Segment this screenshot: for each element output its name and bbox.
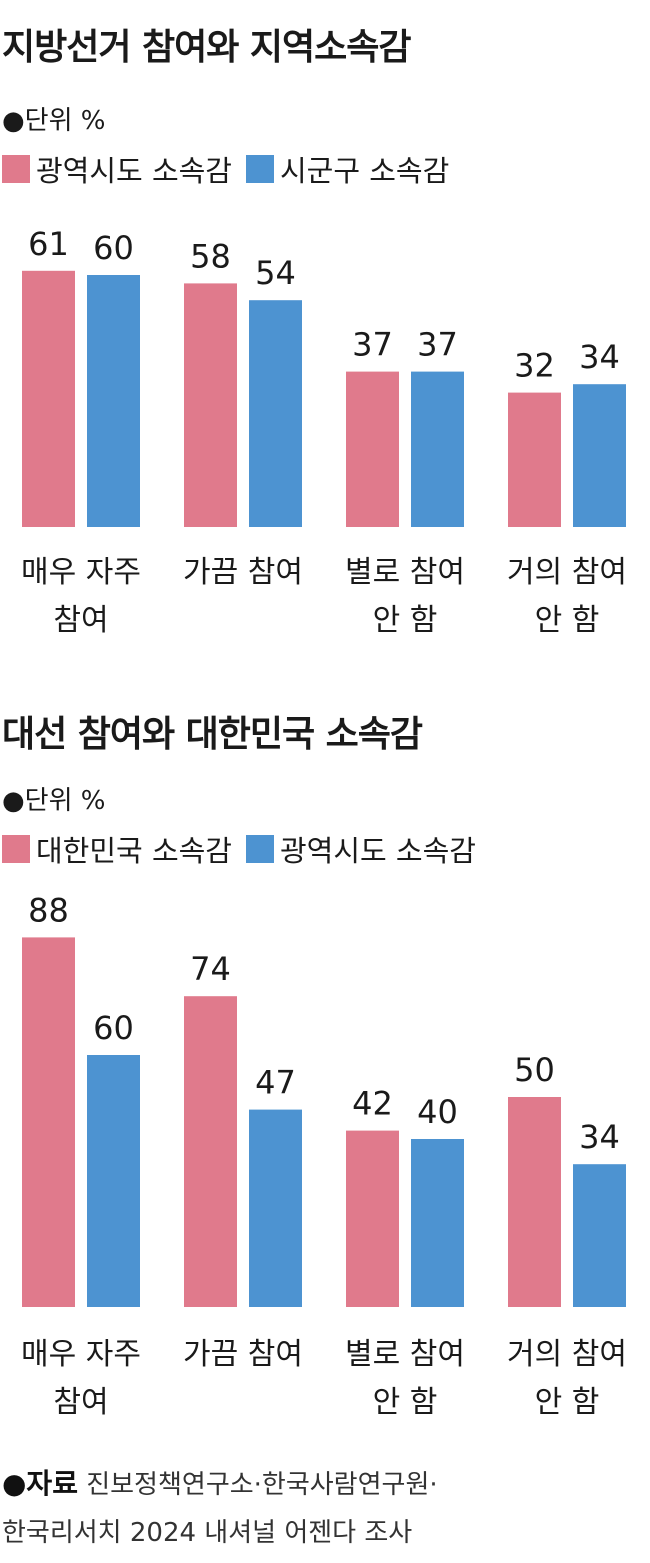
bar-pink	[346, 371, 399, 527]
bar-blue	[411, 371, 464, 527]
bar-pink	[508, 392, 561, 527]
legend-label: 광역시도 소속감	[36, 154, 232, 188]
data-label: 74	[190, 950, 231, 988]
source-line1: ●자료 진보정책연구소·한국사람연구원·	[2, 1462, 438, 1502]
data-label: 37	[352, 326, 393, 364]
bar-pink	[184, 996, 237, 1307]
chart2-title: 대선 참여와 대한민국 소속감	[2, 714, 423, 755]
bar-pink	[508, 1097, 561, 1307]
data-label: 60	[93, 229, 134, 267]
legend-label: 광역시도 소속감	[279, 834, 476, 868]
category-label: 가끔 참여	[183, 555, 303, 590]
bar-blue	[411, 1139, 464, 1307]
data-label: 42	[352, 1085, 393, 1123]
legend-label: 대한민국 소속감	[36, 834, 232, 868]
data-label: 54	[255, 254, 296, 292]
bar-blue	[87, 275, 140, 527]
source-text-line2: 한국리서치 2024 내셔널 어젠다 조사	[2, 1518, 413, 1548]
legend-label: 시군구 소속감	[279, 154, 450, 188]
bar-blue	[249, 1109, 302, 1307]
category-label: 참여	[53, 1385, 108, 1420]
data-label: 34	[579, 1118, 620, 1156]
source-text-line1: 진보정책연구소·한국사람연구원·	[86, 1470, 438, 1500]
data-label: 34	[579, 338, 620, 376]
data-label: 60	[93, 1009, 134, 1047]
category-label: 매우 자주	[21, 555, 141, 590]
chart1-legend: 광역시도 소속감 시군구 소속감	[2, 148, 463, 190]
data-label: 32	[514, 347, 555, 385]
chart1-title: 지방선거 참여와 지역소속감	[2, 27, 412, 68]
category-label: 안 함	[373, 1385, 438, 1420]
chart2-legend: 대한민국 소속감 광역시도 소속감	[2, 828, 490, 870]
category-label: 거의 참여	[507, 555, 627, 590]
data-label: 88	[28, 891, 69, 929]
legend-swatch-pink	[2, 835, 30, 863]
category-label: 안 함	[373, 603, 438, 638]
category-label: 거의 참여	[507, 1337, 627, 1372]
category-label: 안 함	[535, 1385, 600, 1420]
category-label: 별로 참여	[345, 555, 465, 590]
data-label: 58	[190, 237, 231, 275]
bar-blue	[87, 1055, 140, 1307]
category-label: 안 함	[535, 603, 600, 638]
chart1-unit: ●단위 %	[2, 106, 106, 136]
bar-pink	[346, 1130, 399, 1307]
bar-blue	[573, 1164, 626, 1307]
legend-swatch-blue	[245, 835, 274, 863]
chart2-unit: ●단위 %	[2, 786, 106, 816]
bar-pink	[184, 283, 237, 527]
category-label: 참여	[53, 603, 108, 638]
data-label: 47	[255, 1064, 296, 1102]
category-label: 매우 자주	[21, 1337, 141, 1372]
bar-pink	[22, 270, 75, 527]
data-label: 61	[28, 225, 69, 263]
legend-swatch-pink	[2, 155, 30, 183]
category-label: 별로 참여	[345, 1337, 465, 1372]
source-label: ●자료	[2, 1467, 78, 1500]
data-label: 37	[417, 326, 458, 364]
bar-blue	[573, 384, 626, 527]
bar-pink	[22, 937, 75, 1307]
data-label: 40	[417, 1093, 458, 1131]
category-label: 가끔 참여	[183, 1337, 303, 1372]
legend-swatch-blue	[245, 155, 274, 183]
data-label: 50	[514, 1051, 555, 1089]
bar-blue	[249, 300, 302, 527]
